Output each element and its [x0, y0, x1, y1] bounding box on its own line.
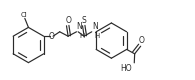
Text: Cl: Cl [20, 12, 27, 18]
Text: H: H [94, 33, 99, 39]
Text: O: O [48, 32, 54, 41]
Text: O: O [138, 36, 144, 45]
Text: N: N [77, 22, 82, 31]
Text: O: O [65, 16, 71, 25]
Text: HO: HO [120, 64, 132, 73]
Text: H: H [79, 33, 84, 39]
Text: S: S [82, 16, 87, 25]
Text: N: N [92, 22, 98, 31]
